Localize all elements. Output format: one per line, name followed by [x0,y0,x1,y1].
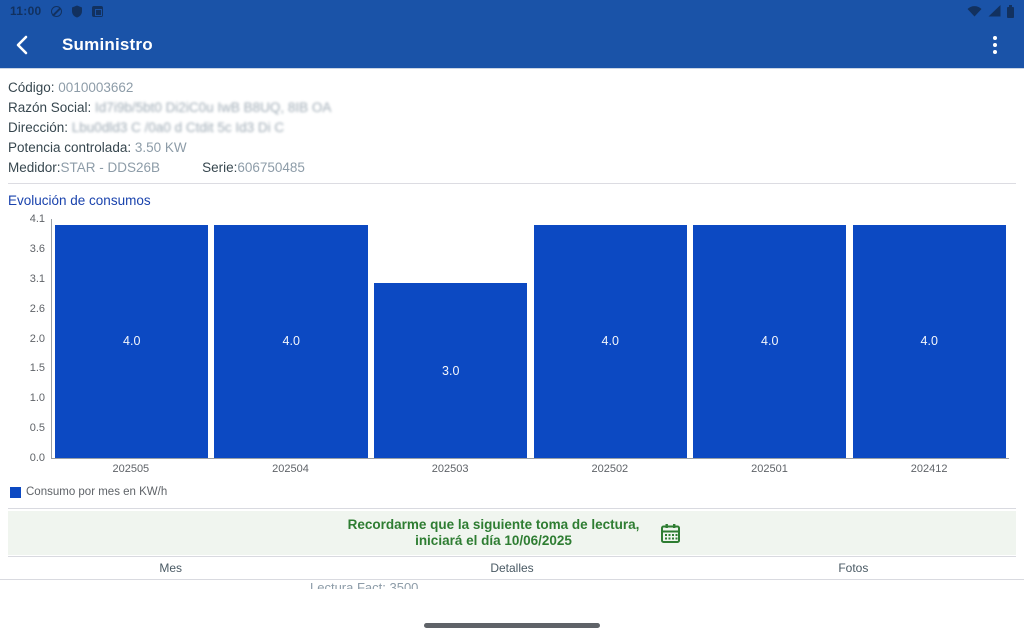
y-axis-tick: 2.6 [29,302,45,315]
y-axis-tick: 4.1 [29,213,45,225]
y-axis-tick: 2.0 [29,332,45,345]
bar-202501[interactable]: 4.0 [690,219,849,458]
codigo-row: Código: 0010003662 [8,80,1016,100]
clock: 11:00 [10,4,42,18]
bar-value-label: 3.0 [442,363,460,378]
overflow-menu-button[interactable] [982,32,1008,58]
medidor-value: STAR - DDS26B [60,160,161,175]
supply-info: Código: 0010003662 Razón Social: Id7i9b/… [0,68,1024,180]
readings-table-partial-row: Lectura Fact: 3500 [0,580,1024,589]
bar-value-label: 4.0 [761,334,779,349]
bar-value-label: 4.0 [282,334,300,349]
do-not-disturb-icon [50,5,62,17]
bar-value-label: 4.0 [123,334,141,349]
codigo-label: Código: [8,80,55,95]
bar-value-label: 4.0 [920,334,938,349]
codigo-value: 0010003662 [54,80,134,95]
partial-row-text: Lectura Fact: 3500 [310,580,419,589]
serie-value: 606750485 [237,160,305,175]
potencia-value: 3.50 KW [131,140,187,155]
potencia-label: Potencia controlada: [8,140,132,155]
y-axis-tick: 0.5 [29,422,45,435]
reminder-divider-bottom [8,556,1016,557]
y-axis-tick: 1.5 [29,362,45,375]
calendar-icon[interactable] [660,523,681,544]
page-title: Suministro [62,35,153,54]
app-notification-icon [91,5,103,17]
gesture-navigation-handle[interactable] [424,623,600,628]
shield-icon [71,5,83,18]
x-axis-label: 202505 [112,463,150,475]
bar-202503[interactable]: 3.0 [371,219,530,458]
bar-202412[interactable]: 4.0 [850,219,1009,458]
bar-202504[interactable]: 4.0 [211,219,370,458]
y-axis-tick: 3.1 [29,272,45,285]
x-axis-label: 202412 [910,463,948,475]
bar-202505[interactable]: 4.0 [52,219,211,458]
direccion-row: Dirección: Lbu0dld3 C /0a0 d Ctdit 5c Id… [8,120,1016,140]
app-bar: Suministro [0,22,1024,68]
x-axis-label: 202504 [272,463,309,475]
razon-social-row: Razón Social: Id7i9b/5bt0 Di2iC0u IwB B8… [8,100,1016,120]
column-header-mes: Mes [159,561,182,575]
x-axis: 202505 202504 202503 202502 202501 202412 [51,459,1009,475]
chart-section-title: Evolución de consumos [8,193,151,208]
battery-icon [1007,4,1014,18]
reminder-text: Recordarme que la siguiente toma de lect… [347,517,640,548]
readings-table-header: Mes Detalles Fotos [0,557,1024,580]
back-button[interactable] [16,29,48,61]
x-axis-label: 202502 [591,463,629,475]
razon-social-label: Razón Social: [8,100,92,115]
column-header-detalles: Detalles [490,561,534,575]
potencia-row: Potencia controlada: 3.50 KW [8,140,1016,160]
bar-202502[interactable]: 4.0 [531,219,690,458]
x-axis-label: 202503 [431,463,469,475]
status-bar: 11:00 [0,0,1024,22]
medidor-row: Medidor:STAR - DDS26B Serie:606750485 [8,160,1016,180]
direccion-label: Dirección: [8,120,69,135]
legend-color-swatch [10,486,21,498]
direccion-value: Lbu0dld3 C /0a0 d Ctdit 5c Id3 Di C [68,120,285,135]
wifi-icon [967,5,982,17]
column-header-fotos: Fotos [838,561,869,575]
reminder-divider-top [8,508,1016,509]
section-divider [8,183,1016,184]
y-axis-tick: 0.0 [29,452,45,464]
y-axis-tick: 1.0 [29,392,45,405]
legend-label: Consumo por mes en KW/h [26,486,168,498]
consumption-bar-chart: 4.1 3.6 3.1 2.6 2.0 1.5 1.0 0.5 0.0 4.0 4.0 3.0 4.0… [30,213,1009,464]
medidor-label: Medidor: [8,160,61,175]
reading-reminder-banner[interactable]: Recordarme que la siguiente toma de lect… [8,511,1016,555]
x-axis-label: 202501 [751,463,788,475]
chart-legend: Consumo por mes en KW/h [10,486,1024,498]
razon-social-value: Id7i9b/5bt0 Di2iC0u IwB B8UQ, 8IB OA [91,100,332,115]
serie-label: Serie: [202,160,238,175]
bar-value-label: 4.0 [601,334,619,349]
signal-icon [988,5,1001,17]
y-axis-tick: 3.6 [29,242,45,255]
